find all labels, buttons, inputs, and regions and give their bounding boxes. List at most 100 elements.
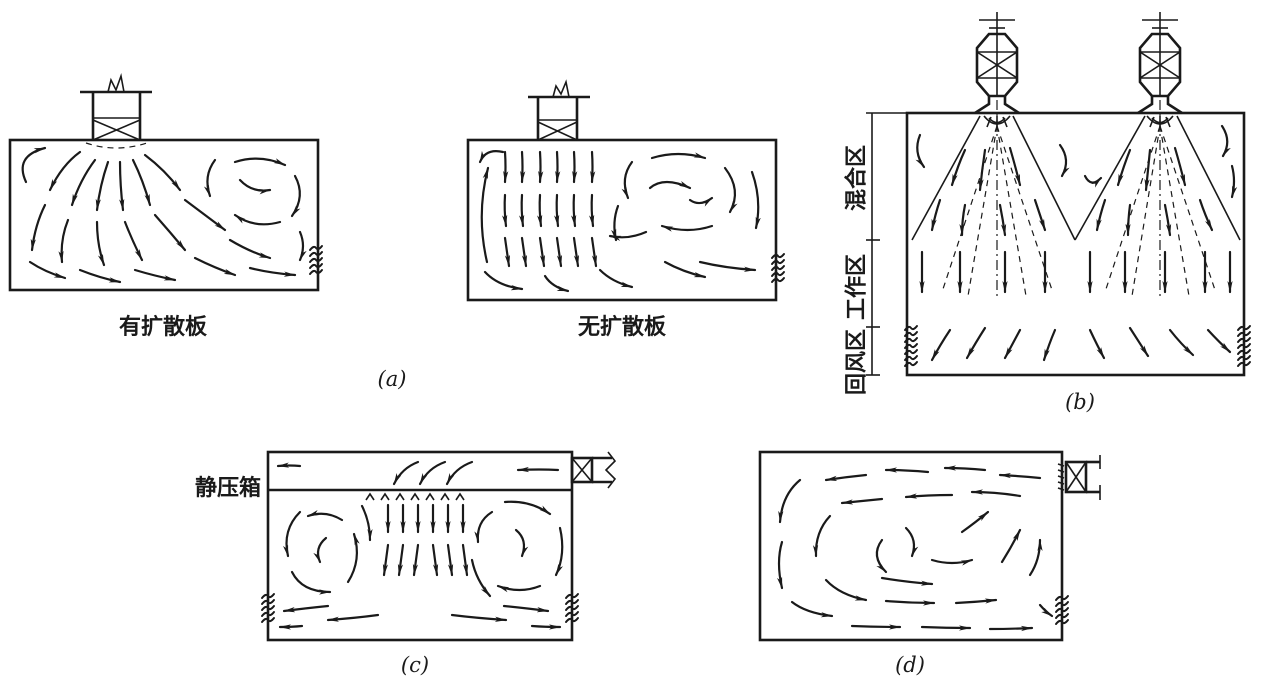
room-outline (266, 450, 574, 642)
airflow-arrow (183, 198, 227, 232)
airflow-arrow (598, 268, 634, 289)
airflow-arrow (824, 473, 868, 482)
break-line-icon (552, 79, 570, 98)
airflow-arrow (538, 236, 546, 268)
grille-slat (771, 265, 785, 271)
airflow-arrow (123, 220, 144, 262)
supply-grille-hatch (1057, 463, 1065, 491)
airflow-arrow (290, 174, 301, 218)
supply-duct (80, 72, 152, 141)
airflow-arrow (1095, 198, 1107, 232)
airflow-arrow (478, 150, 505, 164)
airflow-arrow (723, 166, 738, 214)
airflow-arrow (590, 236, 598, 268)
grille-slat (1237, 337, 1251, 343)
diffuser-opening (410, 492, 420, 501)
airflow-arrow (1144, 148, 1152, 192)
airflow-arrow (282, 604, 330, 613)
panel-label-c: (c) (401, 653, 429, 677)
airflow-arrow (470, 558, 492, 598)
airflow-arrow (514, 528, 529, 558)
airflow-arrow (778, 478, 802, 524)
airflow-arrows (478, 150, 761, 293)
grille-slat (904, 361, 918, 367)
airflow-arrow (278, 624, 304, 630)
airflow-arrow (95, 160, 110, 212)
grille-slat (1237, 325, 1251, 331)
airflow-arrow (840, 497, 884, 505)
grille-slat (309, 251, 323, 257)
airflow-arrow (555, 150, 561, 184)
airflow-arrow (298, 230, 307, 262)
airflow-arrow (153, 213, 187, 252)
grille-slat (904, 349, 918, 355)
airflow-arrow (572, 150, 578, 184)
airflow-arrow (1128, 326, 1150, 358)
airflow-arrow (483, 270, 524, 291)
airflow-arrow (30, 203, 47, 252)
grille-slat (309, 263, 323, 269)
grille-slat (261, 599, 275, 605)
panel-a-without-diffuser: 无扩散板 (466, 79, 785, 340)
airflow-arrow (954, 598, 998, 605)
grille-slat (904, 355, 918, 361)
airflow-arrow (1125, 203, 1132, 237)
caption-with-diffuser: 有扩散板 (119, 314, 208, 340)
panel-label-b: (b) (1065, 390, 1095, 414)
grille-slat (1237, 355, 1251, 361)
grille-slat (565, 617, 579, 623)
airflow-arrow (1038, 603, 1054, 618)
break-line-icon (604, 451, 617, 489)
airflow-arrow (520, 150, 526, 184)
airflow-arrow (554, 526, 564, 577)
airflow-arrow (660, 224, 714, 232)
grille-slat (309, 257, 323, 263)
airflow-arrow (1220, 124, 1231, 158)
room-outline (466, 138, 778, 302)
panel-label-a: (a) (378, 367, 407, 391)
airflow-arrow (537, 193, 543, 228)
nozzle-right (1136, 10, 1184, 131)
airflow-arrow (276, 462, 302, 468)
panel-label-d: (d) (895, 653, 925, 677)
diffuser-opening (380, 492, 390, 501)
jet-cones (911, 100, 1241, 298)
grille-slat (261, 617, 275, 623)
grille-slat (1055, 601, 1069, 607)
airflow-arrow (392, 460, 420, 486)
airflow-arrow (520, 236, 528, 268)
airflow-arrow (543, 274, 570, 293)
airflow-arrow (306, 510, 344, 522)
airflow-arrows (276, 460, 564, 630)
airflow-arrow (571, 193, 577, 228)
airflow-arrow (282, 510, 302, 558)
airflow-arrow (131, 158, 152, 207)
airflow-arrow (589, 193, 595, 228)
grille-slat (771, 259, 785, 265)
airflow-arrow (461, 543, 469, 577)
airflow-arrow (397, 543, 405, 577)
airflow-arrow (538, 150, 544, 184)
airflow-arrow (21, 146, 47, 184)
airflow-arrow (930, 558, 974, 566)
diffuser-opening (395, 492, 405, 501)
airflow-arrow (943, 465, 987, 472)
airflow-arrow (904, 526, 919, 558)
zone-working-label: 工作区 (845, 254, 870, 320)
airflow-arrow (290, 570, 332, 595)
airflow-arrow (1198, 198, 1214, 232)
airflow-arrow (1088, 328, 1106, 360)
break-line-icon (107, 72, 125, 93)
zone-mixing-label: 混合区 (844, 145, 870, 211)
airflow-arrow (326, 613, 380, 622)
airflow-arrow (554, 193, 560, 228)
zone-return-label: 回风区 (845, 329, 870, 395)
airflow-arrow (998, 472, 1042, 480)
airflow-arrow (1116, 148, 1132, 187)
grille-slat (771, 253, 785, 259)
grille-slat (1237, 343, 1251, 349)
return-air-grille (309, 245, 323, 275)
airflow-arrow (850, 624, 902, 630)
airflow-arrow (496, 584, 542, 593)
